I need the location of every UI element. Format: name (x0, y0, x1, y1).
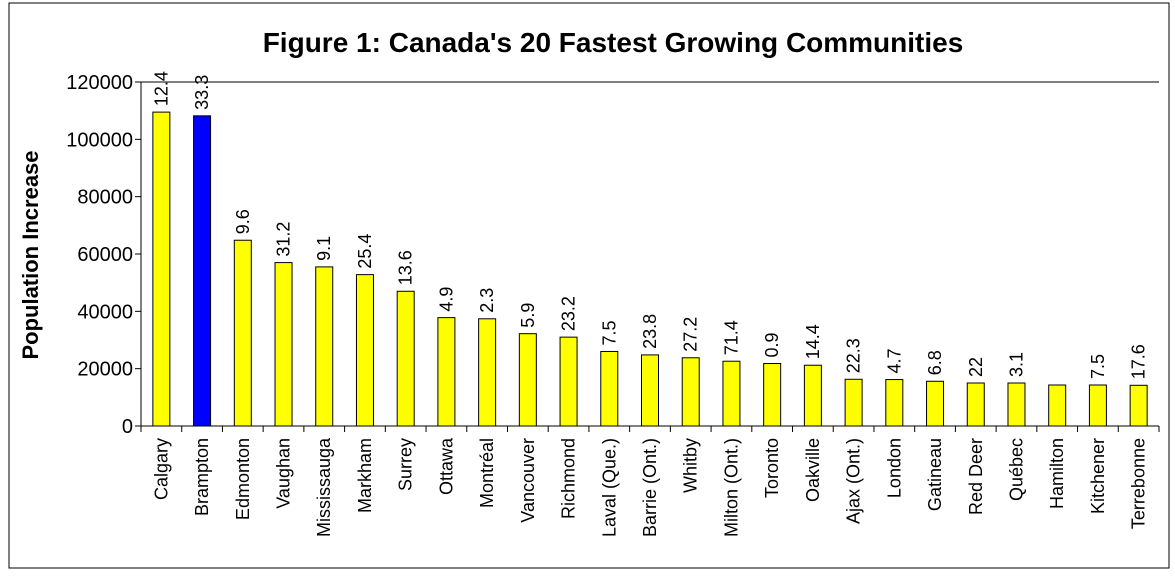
bar-20 (966, 382, 985, 427)
bar-17 (844, 378, 863, 427)
data-label: 0.9 (762, 332, 782, 357)
y-tick-label: 20000 (77, 359, 133, 381)
data-label: 9.1 (314, 236, 334, 261)
bar-8 (478, 318, 497, 427)
x-tick-label: Mississauga (314, 437, 334, 537)
bar-0 (152, 111, 171, 427)
bar-19 (926, 380, 945, 427)
x-tick-label: Red Deer (966, 438, 986, 515)
x-tick-label: Gatineau (925, 438, 945, 511)
x-tick-label: Vancouver (518, 438, 538, 523)
data-label: 5.9 (518, 303, 538, 328)
bar-14 (722, 360, 741, 427)
data-label: 4.9 (436, 287, 456, 312)
y-tick-label: 0 (122, 416, 133, 438)
x-tick-label: Calgary (151, 438, 171, 500)
x-tick-label: Brampton (192, 438, 212, 516)
data-label: 7.5 (1088, 354, 1108, 379)
data-label: 2.3 (477, 288, 497, 313)
x-tick-label: Ottawa (436, 437, 456, 495)
x-tick-label: Terrebonne (1129, 438, 1149, 529)
x-tick-label: Barrie (Ont.) (640, 438, 660, 537)
x-tick-label: Vaughan (274, 438, 294, 509)
data-label: 23.2 (559, 296, 579, 331)
bar-23 (1088, 384, 1107, 427)
x-tick-label: London (884, 438, 904, 498)
data-label: 17.6 (1129, 344, 1149, 379)
bar-11 (600, 350, 619, 427)
data-label: 9.6 (233, 209, 253, 234)
data-label: 13.6 (396, 250, 416, 285)
x-axis-labels: Calgary Brampton Edmonton Vaughan Mississaug… (151, 437, 1148, 537)
x-tick-label: Surrey (396, 438, 416, 491)
x-tick-label: Kitchener (1088, 438, 1108, 514)
y-axis: 0 20000 40000 60000 80000 100000 120000 (66, 72, 1160, 438)
data-label: 14.4 (803, 324, 823, 359)
data-label: 12.4 (151, 71, 171, 106)
bar-18 (885, 379, 904, 427)
x-tick-label: Milton (Ont.) (721, 438, 741, 537)
bar-6 (396, 290, 415, 427)
y-tick-label: 60000 (77, 244, 133, 266)
data-label: 4.7 (884, 349, 904, 374)
data-label: 3.1 (1006, 352, 1026, 377)
y-tick-label: 120000 (66, 72, 133, 94)
bar-10 (559, 336, 578, 427)
data-label: 7.5 (599, 320, 619, 345)
x-tick-label: Edmonton (233, 438, 253, 520)
x-tick-label: Montréal (477, 438, 497, 508)
y-axis-label: Population Increase (18, 150, 43, 359)
x-tick-label: Whitby (681, 438, 701, 493)
data-label: 31.2 (274, 222, 294, 257)
data-label: 27.2 (681, 317, 701, 352)
bar-16 (803, 364, 822, 427)
data-label: 25.4 (355, 234, 375, 269)
bar-22 (1048, 384, 1067, 427)
bar-12 (641, 354, 659, 427)
chart-title: Figure 1: Canada's 20 Fastest Growing Co… (263, 27, 964, 58)
bar-13 (681, 357, 700, 427)
y-tick-label: 40000 (77, 301, 133, 323)
chart-border (8, 2, 1170, 569)
x-tick-label: Québec (1006, 438, 1026, 501)
bar-21 (1007, 382, 1026, 427)
data-label: 33.3 (192, 75, 212, 110)
bar-7 (437, 317, 456, 427)
bar-5 (355, 274, 374, 427)
data-label: 22.3 (844, 338, 864, 373)
x-tick-label: Laval (Que.) (599, 438, 619, 537)
x-tick-label: Markham (355, 438, 375, 513)
bar-1 (193, 115, 212, 427)
bar-24 (1129, 384, 1148, 427)
x-tick-label: Richmond (559, 438, 579, 519)
data-label: 22 (966, 357, 986, 377)
data-label: 23.8 (640, 314, 660, 349)
y-tick-label: 80000 (77, 187, 133, 209)
bars (152, 111, 1148, 427)
bar-4 (315, 266, 334, 427)
data-label: 6.8 (925, 350, 945, 375)
data-labels: 12.4 33.3 9.6 31.2 9.1 25.4 13.6 4.9 2.3 5.9 23.2 7… (151, 71, 1148, 379)
bar-15 (763, 363, 782, 427)
x-tick-label: Oakville (803, 438, 823, 502)
data-label: 71.4 (721, 320, 741, 355)
bar-2 (233, 239, 252, 427)
x-tick-label: Ajax (Ont.) (844, 438, 864, 524)
x-tick-label: Hamilton (1047, 438, 1067, 509)
bar-3 (274, 262, 293, 427)
x-tick-label: Toronto (762, 438, 782, 498)
y-tick-label: 100000 (66, 129, 133, 151)
bar-9 (518, 333, 537, 427)
